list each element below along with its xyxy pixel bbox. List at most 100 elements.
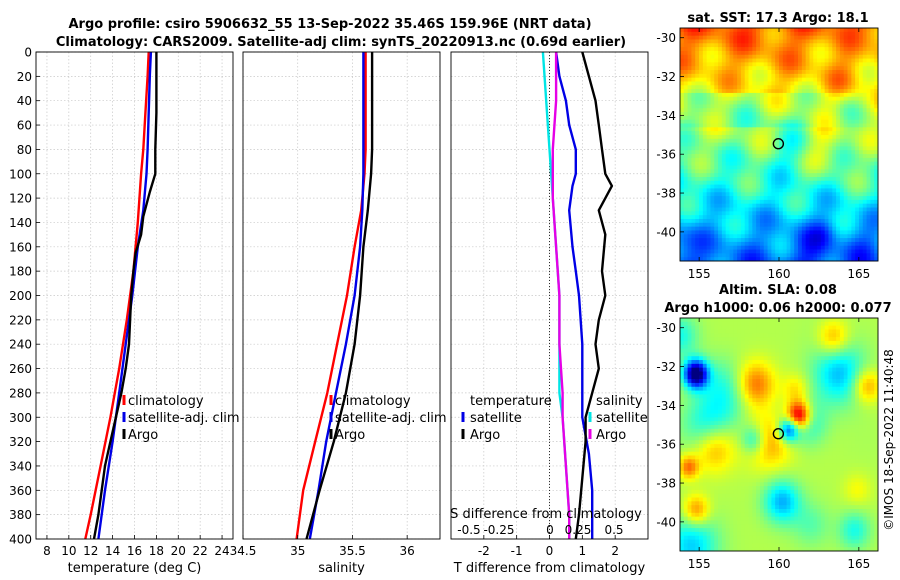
- heatmap-cell: [733, 478, 738, 483]
- heatmap-cell: [767, 516, 772, 521]
- heatmap-cell: [843, 96, 848, 101]
- heatmap-cell: [752, 524, 757, 529]
- heatmap-cell: [729, 215, 734, 220]
- heatmap-cell: [718, 531, 723, 537]
- heatmap-cell: [767, 363, 772, 369]
- y-tick-label: 40: [17, 94, 32, 108]
- heatmap-cell: [733, 329, 738, 334]
- heatmap-cell: [695, 222, 700, 228]
- heatmap-cell: [699, 161, 704, 166]
- heatmap-cell: [851, 70, 856, 75]
- heatmap-cell: [771, 31, 776, 37]
- heatmap-cell: [691, 81, 696, 86]
- heatmap-cell: [756, 478, 761, 483]
- heatmap-cell: [790, 112, 795, 117]
- heatmap-cell: [794, 203, 799, 208]
- heatmap-cell: [744, 531, 749, 537]
- heatmap-cell: [847, 245, 852, 250]
- heatmap-cell: [855, 115, 860, 121]
- series-satellite-adj-clim: [308, 52, 365, 540]
- heatmap-cell: [691, 35, 696, 40]
- heatmap-cell: [798, 134, 803, 140]
- heatmap-cell: [817, 96, 822, 101]
- heatmap-cell: [771, 47, 776, 52]
- x-tick-label: 35.5: [339, 544, 366, 558]
- heatmap-cell: [847, 28, 852, 33]
- heatmap-cell: [847, 146, 852, 151]
- heatmap-cell: [866, 89, 871, 94]
- heatmap-cell: [718, 173, 723, 178]
- heatmap-cell: [729, 344, 734, 349]
- heatmap-cell: [729, 253, 734, 258]
- heatmap-cell: [847, 154, 852, 159]
- heatmap-cell: [813, 234, 818, 239]
- heatmap-cell: [680, 440, 685, 445]
- heatmap-cell: [858, 150, 864, 155]
- heatmap-cell: [729, 89, 734, 94]
- heatmap-cell: [748, 43, 753, 48]
- heatmap-cell: [775, 39, 780, 44]
- heatmap-cell: [710, 50, 715, 56]
- heatmap-cell: [702, 146, 708, 151]
- heatmap-cell: [752, 199, 757, 205]
- y-tick-label: 280: [9, 386, 32, 400]
- heatmap-cell: [691, 222, 696, 228]
- heatmap-cell: [718, 535, 723, 540]
- heatmap-cell: [691, 405, 696, 411]
- heatmap-cell: [706, 234, 711, 239]
- heatmap-cell: [714, 455, 719, 460]
- heatmap-cell: [820, 184, 826, 189]
- heatmap-cell: [718, 482, 723, 487]
- heatmap-cell: [729, 363, 734, 369]
- heatmap-cell: [809, 127, 814, 132]
- heatmap-cell: [718, 35, 723, 40]
- heatmap-cell: [718, 333, 723, 338]
- heatmap-cell: [817, 180, 822, 186]
- heatmap-cell: [737, 77, 742, 82]
- heatmap-cell: [721, 199, 727, 205]
- heatmap-cell: [820, 81, 826, 86]
- heatmap-cell: [775, 134, 780, 140]
- heatmap-cell: [683, 520, 689, 525]
- heatmap-cell: [687, 421, 692, 426]
- heatmap-cell: [699, 146, 704, 151]
- heatmap-cell: [851, 146, 856, 151]
- heatmap-cell: [702, 474, 708, 479]
- heatmap-cell: [786, 241, 791, 247]
- heatmap-cell: [813, 50, 818, 56]
- heatmap-cell: [858, 62, 864, 67]
- heatmap-cell: [744, 154, 749, 159]
- heatmap-cell: [702, 31, 708, 37]
- heatmap-cell: [680, 173, 685, 178]
- heatmap-cell: [687, 543, 692, 548]
- heatmap-cell: [855, 138, 860, 143]
- heatmap-cell: [699, 176, 704, 182]
- heatmap-cell: [691, 188, 696, 193]
- heatmap-cell: [718, 89, 723, 94]
- heatmap-cell: [706, 50, 711, 56]
- heatmap-cell: [824, 146, 829, 151]
- heatmap-cell: [763, 325, 768, 330]
- heatmap-cell: [843, 199, 848, 205]
- heatmap-cell: [836, 81, 841, 86]
- heatmap-cell: [828, 207, 833, 212]
- heatmap-cell: [820, 115, 826, 121]
- heatmap-cell: [756, 62, 761, 67]
- heatmap-cell: [794, 241, 799, 247]
- heatmap-cell: [771, 176, 776, 182]
- heatmap-cell: [729, 463, 734, 468]
- heatmap-cell: [687, 35, 692, 40]
- heatmap-cell: [748, 54, 753, 59]
- heatmap-cell: [779, 173, 784, 178]
- heatmap-cell: [748, 329, 753, 334]
- heatmap-cell: [756, 73, 761, 79]
- heatmap-cell: [858, 81, 864, 86]
- heatmap-cell: [733, 539, 738, 544]
- heatmap-cell: [824, 211, 829, 216]
- heatmap-cell: [718, 329, 723, 334]
- heatmap-cell: [687, 188, 692, 193]
- heatmap-cell: [714, 134, 719, 140]
- heatmap-cell: [855, 127, 860, 132]
- heatmap-cell: [855, 146, 860, 151]
- heatmap-cell: [740, 547, 746, 552]
